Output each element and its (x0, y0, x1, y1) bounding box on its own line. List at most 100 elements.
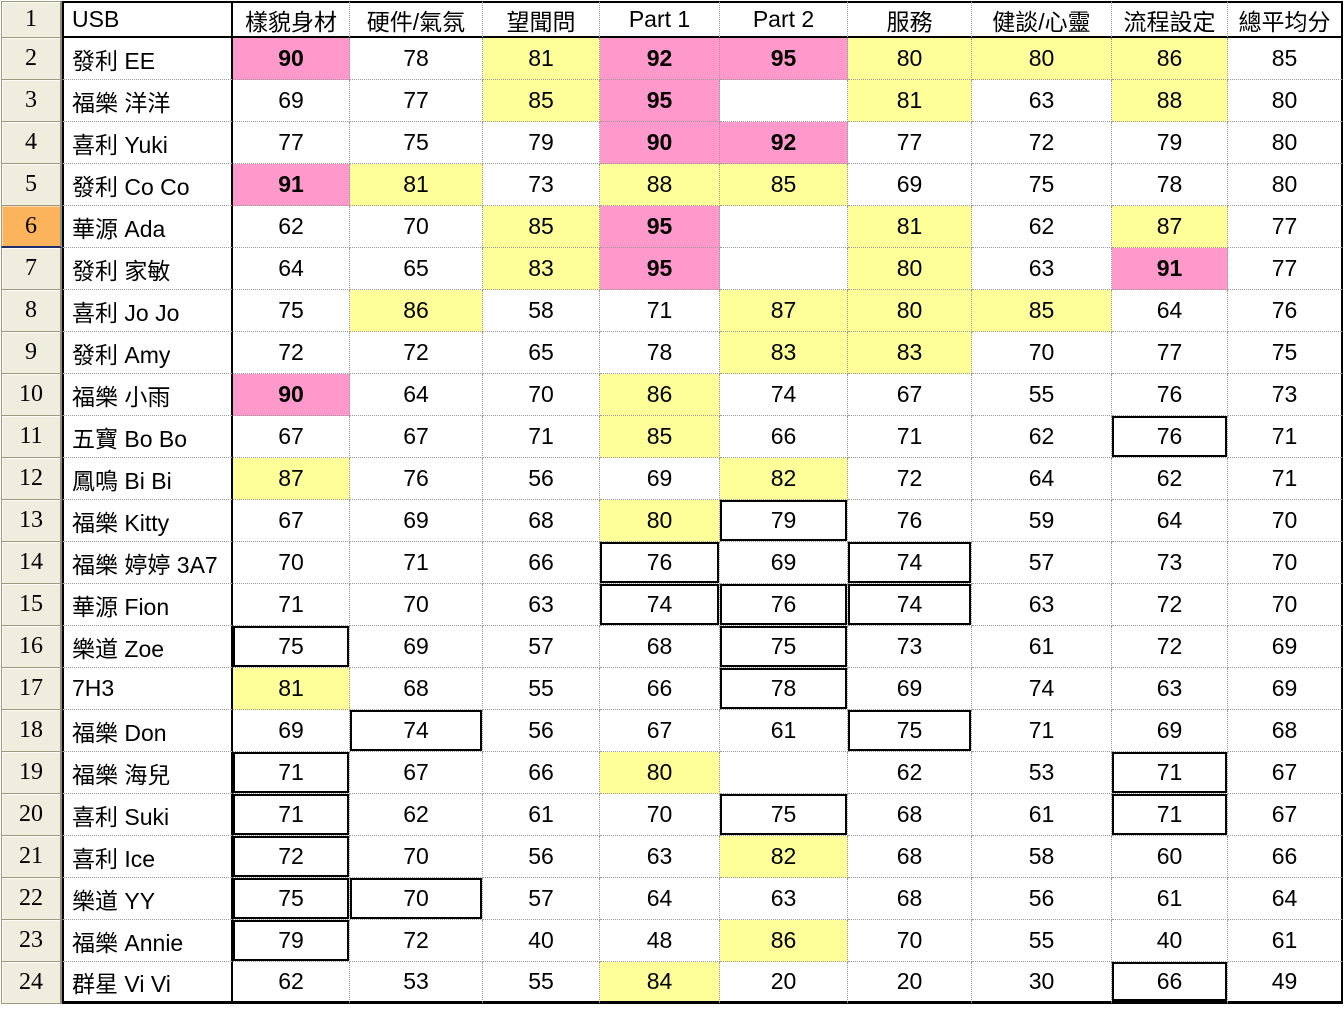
cell-r6c1[interactable]: 62 (233, 206, 350, 248)
cell-r3c7[interactable]: 63 (972, 80, 1112, 122)
cell-r11c8[interactable]: 76 (1112, 416, 1228, 458)
cell-name-row15[interactable]: 華源 Fion (62, 584, 233, 626)
cell-r17c5[interactable]: 78 (720, 668, 848, 710)
cell-r6c7[interactable]: 62 (972, 206, 1112, 248)
cell-r4c4[interactable]: 90 (600, 122, 720, 164)
cell-r6c5[interactable] (720, 206, 848, 248)
cell-r22c5[interactable]: 63 (720, 878, 848, 920)
cell-r14c8[interactable]: 73 (1112, 542, 1228, 584)
cell-r10c9[interactable]: 73 (1228, 374, 1343, 416)
cell-r15c5[interactable]: 76 (720, 584, 848, 626)
cell-r20c6[interactable]: 68 (848, 794, 972, 836)
cell-r23c8[interactable]: 40 (1112, 920, 1228, 962)
cell-r6c4[interactable]: 95 (600, 206, 720, 248)
cell-r7c9[interactable]: 77 (1228, 248, 1343, 290)
cell-r4c1[interactable]: 77 (233, 122, 350, 164)
cell-name-row9[interactable]: 發利 Amy (62, 332, 233, 374)
cell-r3c4[interactable]: 95 (600, 80, 720, 122)
cell-r24c5[interactable]: 20 (720, 962, 848, 1004)
cell-r10c7[interactable]: 55 (972, 374, 1112, 416)
cell-r7c8[interactable]: 91 (1112, 248, 1228, 290)
cell-r5c5[interactable]: 85 (720, 164, 848, 206)
cell-r20c4[interactable]: 70 (600, 794, 720, 836)
cell-r6c9[interactable]: 77 (1228, 206, 1343, 248)
cell-r8c3[interactable]: 58 (483, 290, 600, 332)
cell-r21c8[interactable]: 60 (1112, 836, 1228, 878)
cell-name-row12[interactable]: 鳳鳴 Bi Bi (62, 458, 233, 500)
cell-r2c9[interactable]: 85 (1228, 38, 1343, 80)
row-header-12[interactable]: 12 (1, 458, 62, 500)
column-header-6[interactable]: 服務 (848, 1, 972, 38)
cell-r16c8[interactable]: 72 (1112, 626, 1228, 668)
cell-r3c6[interactable]: 81 (848, 80, 972, 122)
cell-r9c2[interactable]: 72 (350, 332, 483, 374)
cell-r22c7[interactable]: 56 (972, 878, 1112, 920)
cell-r16c7[interactable]: 61 (972, 626, 1112, 668)
row-header-3[interactable]: 3 (1, 80, 62, 122)
cell-r4c3[interactable]: 79 (483, 122, 600, 164)
cell-name-row23[interactable]: 福樂 Annie (62, 920, 233, 962)
cell-r9c5[interactable]: 83 (720, 332, 848, 374)
cell-r10c2[interactable]: 64 (350, 374, 483, 416)
cell-r19c2[interactable]: 67 (350, 752, 483, 794)
cell-r24c6[interactable]: 20 (848, 962, 972, 1004)
cell-r4c7[interactable]: 72 (972, 122, 1112, 164)
column-header-7[interactable]: 健談/心靈 (972, 1, 1112, 38)
cell-r2c7[interactable]: 80 (972, 38, 1112, 80)
cell-name-row19[interactable]: 福樂 海兒 (62, 752, 233, 794)
cell-r5c4[interactable]: 88 (600, 164, 720, 206)
cell-r4c9[interactable]: 80 (1228, 122, 1343, 164)
cell-r2c1[interactable]: 90 (233, 38, 350, 80)
cell-r8c4[interactable]: 71 (600, 290, 720, 332)
cell-r23c1[interactable]: 79 (233, 920, 350, 962)
cell-r18c3[interactable]: 56 (483, 710, 600, 752)
cell-r23c2[interactable]: 72 (350, 920, 483, 962)
cell-r14c2[interactable]: 71 (350, 542, 483, 584)
cell-r9c3[interactable]: 65 (483, 332, 600, 374)
row-header-20[interactable]: 20 (1, 794, 62, 836)
cell-r11c4[interactable]: 85 (600, 416, 720, 458)
cell-r12c1[interactable]: 87 (233, 458, 350, 500)
cell-r8c8[interactable]: 64 (1112, 290, 1228, 332)
cell-r20c7[interactable]: 61 (972, 794, 1112, 836)
cell-r7c3[interactable]: 83 (483, 248, 600, 290)
cell-r13c1[interactable]: 67 (233, 500, 350, 542)
cell-name-row17[interactable]: 7H3 (62, 668, 233, 710)
cell-r7c4[interactable]: 95 (600, 248, 720, 290)
cell-r3c2[interactable]: 77 (350, 80, 483, 122)
cell-r10c6[interactable]: 67 (848, 374, 972, 416)
cell-r5c9[interactable]: 80 (1228, 164, 1343, 206)
cell-r10c3[interactable]: 70 (483, 374, 600, 416)
cell-r2c3[interactable]: 81 (483, 38, 600, 80)
cell-r6c2[interactable]: 70 (350, 206, 483, 248)
cell-r21c2[interactable]: 70 (350, 836, 483, 878)
column-header-2[interactable]: 硬件/氣氛 (350, 1, 483, 38)
column-header-8[interactable]: 流程設定 (1112, 1, 1228, 38)
cell-r18c4[interactable]: 67 (600, 710, 720, 752)
column-header-4[interactable]: Part 1 (600, 1, 720, 38)
cell-r23c3[interactable]: 40 (483, 920, 600, 962)
cell-r3c1[interactable]: 69 (233, 80, 350, 122)
cell-r19c8[interactable]: 71 (1112, 752, 1228, 794)
cell-r20c2[interactable]: 62 (350, 794, 483, 836)
cell-r24c3[interactable]: 55 (483, 962, 600, 1004)
cell-r16c6[interactable]: 73 (848, 626, 972, 668)
cell-r7c1[interactable]: 64 (233, 248, 350, 290)
cell-r5c3[interactable]: 73 (483, 164, 600, 206)
row-header-15[interactable]: 15 (1, 584, 62, 626)
cell-r20c5[interactable]: 75 (720, 794, 848, 836)
cell-r20c8[interactable]: 71 (1112, 794, 1228, 836)
cell-r19c1[interactable]: 71 (233, 752, 350, 794)
cell-r18c9[interactable]: 68 (1228, 710, 1343, 752)
cell-r11c3[interactable]: 71 (483, 416, 600, 458)
cell-r22c6[interactable]: 68 (848, 878, 972, 920)
cell-r18c6[interactable]: 75 (848, 710, 972, 752)
cell-r16c9[interactable]: 69 (1228, 626, 1343, 668)
row-header-19[interactable]: 19 (1, 752, 62, 794)
cell-r12c3[interactable]: 56 (483, 458, 600, 500)
cell-r15c4[interactable]: 74 (600, 584, 720, 626)
cell-r3c8[interactable]: 88 (1112, 80, 1228, 122)
cell-r4c2[interactable]: 75 (350, 122, 483, 164)
cell-r21c9[interactable]: 66 (1228, 836, 1343, 878)
cell-r7c5[interactable] (720, 248, 848, 290)
